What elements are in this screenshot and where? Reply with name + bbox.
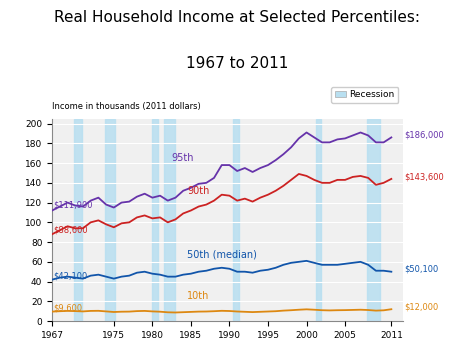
Bar — [164, 119, 175, 321]
Text: $143,600: $143,600 — [404, 173, 444, 182]
Bar — [152, 119, 158, 321]
Text: Income in thousands (2011 dollars): Income in thousands (2011 dollars) — [52, 102, 201, 111]
Bar — [316, 119, 321, 321]
Legend: Recession: Recession — [331, 87, 398, 103]
Text: 90th: 90th — [187, 186, 210, 196]
Text: $186,000: $186,000 — [404, 131, 444, 139]
Text: $42,100: $42,100 — [54, 272, 88, 281]
Bar — [74, 119, 82, 321]
Text: $111,900: $111,900 — [54, 201, 93, 209]
Text: $12,000: $12,000 — [404, 303, 439, 312]
Text: 50th (median): 50th (median) — [187, 250, 257, 260]
Text: $9,600: $9,600 — [54, 303, 83, 312]
Bar — [105, 119, 115, 321]
Text: 95th: 95th — [172, 153, 194, 163]
Text: $50,100: $50,100 — [404, 265, 439, 274]
Text: Real Household Income at Selected Percentiles:: Real Household Income at Selected Percen… — [54, 10, 420, 25]
Text: 1967 to 2011: 1967 to 2011 — [186, 56, 288, 71]
Bar — [233, 119, 239, 321]
Text: 10th: 10th — [187, 291, 210, 301]
Bar — [367, 119, 380, 321]
Text: $88,600: $88,600 — [54, 225, 88, 234]
